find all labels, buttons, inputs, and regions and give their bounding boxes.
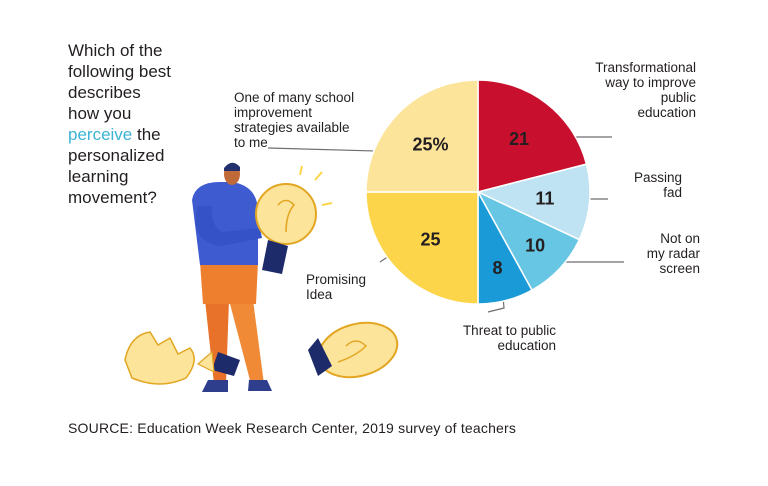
category-label-transformational: Transformational way to improve public e… — [540, 60, 696, 120]
person-hips — [200, 262, 258, 304]
label-line: public — [660, 90, 696, 105]
pie-slice-promising — [365, 191, 479, 305]
category-label-one-of-many: One of many school improvement strategie… — [234, 90, 394, 150]
pie-value-labels: 21 11 10 8 25 25% — [412, 129, 554, 278]
title-line: describes — [68, 83, 141, 102]
pie-value-label: 25 — [420, 230, 440, 250]
label-line: screen — [659, 261, 700, 276]
person-hair — [224, 162, 240, 171]
title-line: how you — [68, 104, 132, 123]
label-line: strategies available — [234, 120, 350, 135]
pie-chart — [365, 79, 591, 305]
label-line: my radar — [646, 246, 700, 261]
label-line: way to improve — [605, 75, 696, 90]
illustration-person — [192, 162, 272, 392]
label-line: improvement — [234, 105, 313, 120]
title-line: personalized — [68, 146, 165, 165]
label-line: Idea — [306, 287, 333, 302]
pie-value-label: 10 — [525, 236, 545, 256]
person-torso — [192, 182, 258, 265]
label-line: Not on — [660, 231, 700, 246]
highlight-word: perceive — [68, 125, 133, 144]
title-line-rest: the — [132, 125, 161, 144]
person-shoe — [202, 380, 228, 392]
pie-slice-passing — [475, 163, 591, 241]
broken-lightbulb-icon — [124, 331, 240, 385]
chart-title: Which of the following best describes ho… — [68, 40, 228, 208]
label-line: education — [497, 338, 556, 353]
label-line: Passing — [633, 170, 682, 185]
pie-slice-transform — [477, 79, 588, 193]
label-line: education — [637, 105, 696, 120]
label-line: Threat to public — [462, 323, 556, 338]
pie-value-label: 8 — [492, 258, 502, 278]
person-arm — [195, 206, 262, 246]
category-label-not-on-radar: Not on my radar screen — [610, 231, 700, 276]
label-line: Transformational — [595, 60, 696, 75]
label-line: to me — [234, 135, 268, 150]
pie-value-label: 21 — [509, 129, 529, 149]
category-label-promising-idea: Promising Idea — [306, 272, 396, 302]
source-note: SOURCE: Education Week Research Center, … — [68, 420, 517, 436]
title-line: perceive the — [68, 124, 228, 145]
title-line: Which of the — [68, 41, 163, 60]
lightbulb-icon — [255, 165, 333, 274]
label-line: fad — [663, 185, 682, 200]
lightbulb-icon — [308, 321, 399, 379]
title-line: following best — [68, 62, 172, 81]
pie-value-label: 25% — [412, 135, 448, 155]
label-line: Promising — [306, 272, 367, 287]
person-leg — [229, 300, 264, 384]
title-line: movement? — [68, 188, 157, 207]
category-label-threat: Threat to public education — [416, 323, 556, 353]
category-label-passing-fad: Passing fad — [600, 170, 682, 200]
pie-value-label: 11 — [535, 188, 554, 208]
pie-slice-one-of-many — [365, 79, 479, 193]
label-line: One of many school — [234, 90, 355, 105]
person-shoe — [248, 380, 272, 391]
title-line: learning — [68, 167, 129, 186]
